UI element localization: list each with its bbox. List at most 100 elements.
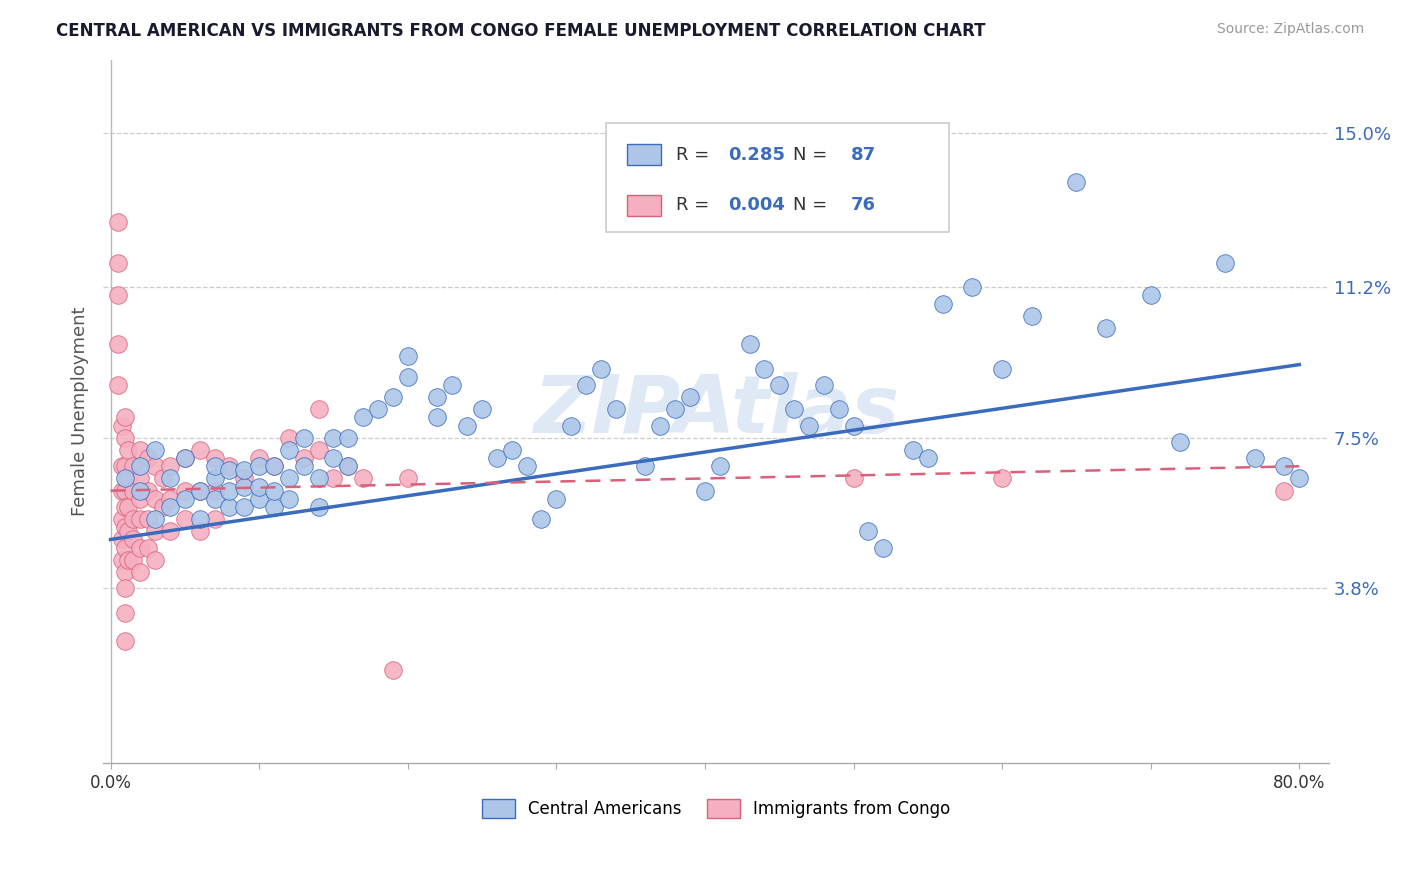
Point <box>204 483 226 498</box>
Point <box>114 500 136 514</box>
Point <box>872 541 894 555</box>
Text: 0.285: 0.285 <box>728 145 786 163</box>
Legend: Central Americans, Immigrants from Congo: Central Americans, Immigrants from Congo <box>475 793 957 825</box>
Point <box>1213 256 1236 270</box>
Point <box>204 471 226 485</box>
Point <box>263 459 285 474</box>
Point <box>634 459 657 474</box>
Point <box>396 369 419 384</box>
Point <box>111 459 134 474</box>
Point <box>738 337 761 351</box>
Point <box>136 541 159 555</box>
Point <box>441 378 464 392</box>
FancyBboxPatch shape <box>606 123 949 232</box>
Point <box>292 431 315 445</box>
Text: 87: 87 <box>851 145 876 163</box>
FancyBboxPatch shape <box>627 144 661 165</box>
Point <box>308 442 330 457</box>
Point <box>1288 471 1310 485</box>
Point <box>111 533 134 547</box>
Point <box>797 418 820 433</box>
Point <box>136 512 159 526</box>
Point <box>117 553 139 567</box>
Point <box>111 483 134 498</box>
Point <box>129 565 152 579</box>
Point <box>159 491 181 506</box>
Point <box>263 483 285 498</box>
Point <box>381 390 404 404</box>
Point <box>1139 288 1161 302</box>
Point <box>218 500 240 514</box>
Point <box>1243 451 1265 466</box>
Text: N =: N = <box>793 145 834 163</box>
Point <box>858 524 880 539</box>
Point <box>352 410 374 425</box>
Point <box>679 390 702 404</box>
Point <box>114 634 136 648</box>
Point <box>111 512 134 526</box>
Point <box>962 280 984 294</box>
Point <box>117 524 139 539</box>
Point <box>754 361 776 376</box>
Point <box>664 402 686 417</box>
Point <box>204 451 226 466</box>
Point <box>188 483 211 498</box>
Point <box>218 483 240 498</box>
Point <box>107 288 129 302</box>
Point <box>768 378 790 392</box>
Point <box>143 553 166 567</box>
Point <box>188 483 211 498</box>
Point <box>693 483 716 498</box>
Point <box>471 402 494 417</box>
Point <box>129 471 152 485</box>
Point <box>783 402 806 417</box>
Point <box>247 459 270 474</box>
Point <box>121 512 143 526</box>
Point <box>322 431 344 445</box>
Point <box>233 480 256 494</box>
Point <box>114 471 136 485</box>
Point <box>426 410 449 425</box>
Text: 76: 76 <box>851 196 876 214</box>
Point <box>218 463 240 477</box>
Point <box>233 471 256 485</box>
Point <box>188 442 211 457</box>
Point <box>322 471 344 485</box>
Point <box>456 418 478 433</box>
Point <box>709 459 731 474</box>
Point <box>308 471 330 485</box>
Point <box>931 296 953 310</box>
Point <box>143 459 166 474</box>
Point <box>114 410 136 425</box>
Point <box>173 451 195 466</box>
Point <box>308 402 330 417</box>
Point <box>589 361 612 376</box>
Point <box>233 500 256 514</box>
Point <box>233 463 256 477</box>
Point <box>136 483 159 498</box>
Point <box>204 512 226 526</box>
Point <box>111 418 134 433</box>
Point <box>842 471 865 485</box>
Point <box>121 533 143 547</box>
Point <box>218 459 240 474</box>
Point <box>129 442 152 457</box>
Point <box>114 459 136 474</box>
Point <box>381 663 404 677</box>
Point <box>173 491 195 506</box>
Point <box>173 512 195 526</box>
Point <box>159 471 181 485</box>
Point <box>204 491 226 506</box>
Point <box>129 541 152 555</box>
Point <box>560 418 582 433</box>
Point <box>842 166 865 180</box>
Text: R =: R = <box>676 196 714 214</box>
Point <box>1274 483 1296 498</box>
Point <box>129 459 152 474</box>
Point <box>991 471 1014 485</box>
Point <box>396 350 419 364</box>
Point <box>575 378 598 392</box>
Point <box>121 459 143 474</box>
Point <box>173 483 195 498</box>
Point <box>337 459 360 474</box>
